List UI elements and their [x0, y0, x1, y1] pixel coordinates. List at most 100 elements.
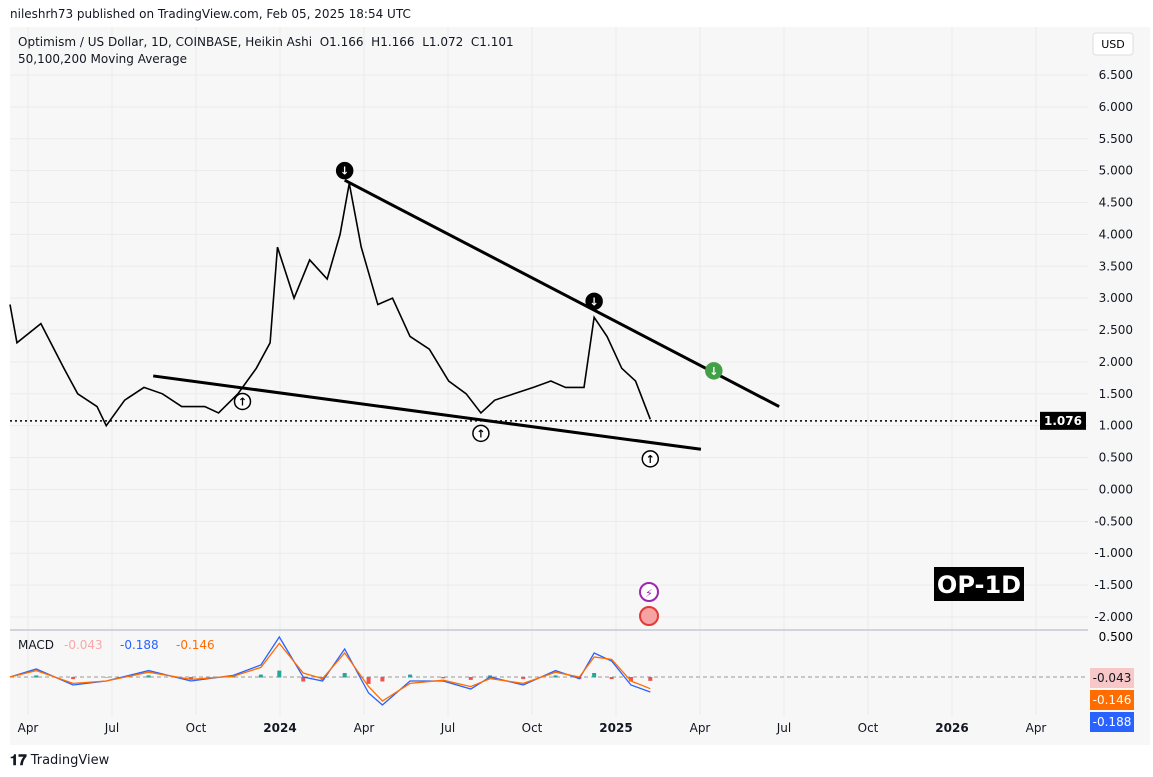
macd-histogram-bar — [468, 677, 473, 680]
macd-histogram-bar — [609, 677, 614, 680]
arrow-up-icon — [233, 392, 252, 411]
x-tick-label: Apr — [18, 721, 39, 735]
published-header: nileshrh73 published on TradingView.com,… — [10, 7, 411, 21]
macd-histogram-bar — [380, 677, 385, 682]
y-tick-label: 6.500 — [1099, 68, 1133, 82]
macd-line — [9, 635, 651, 706]
macd-histogram-bar — [258, 674, 263, 678]
us-flag-event-icon[interactable] — [639, 606, 659, 626]
high-value: H1.166 — [371, 35, 415, 49]
arrow-up-icon-glyph: ↑ — [238, 395, 247, 408]
y-tick-label: -0.500 — [1094, 514, 1133, 528]
y-tick-label: 4.500 — [1099, 196, 1133, 210]
macd-histogram-bar — [408, 674, 413, 678]
macd-histogram-bar — [188, 677, 193, 680]
y-tick-label: 5.500 — [1099, 132, 1133, 146]
y-tick-label: 3.500 — [1099, 259, 1133, 273]
y-tick-label: 0.000 — [1099, 482, 1133, 496]
macd-histogram-bar — [10, 677, 14, 678]
macd-value-tag — [1090, 712, 1134, 732]
y-tick-label: 1.000 — [1099, 419, 1133, 433]
macd-histogram-bar — [301, 677, 306, 682]
macd-histogram-bar — [648, 677, 653, 681]
currency-button[interactable] — [1092, 32, 1134, 56]
macd-histogram-bar — [104, 677, 109, 678]
macd-histogram-bar — [342, 673, 347, 678]
x-tick-label: Apr — [354, 721, 375, 735]
y-tick-label: 6.000 — [1099, 100, 1133, 114]
y-tick-label: 4.000 — [1099, 227, 1133, 241]
x-tick-label: Oct — [858, 721, 879, 735]
macd-y-tick: 0.500 — [1099, 630, 1133, 644]
x-tick-label: Oct — [522, 721, 543, 735]
macd-value-label: -0.043 — [1093, 671, 1132, 685]
macd-histogram-bar — [441, 677, 446, 679]
chart-area[interactable] — [10, 27, 1150, 745]
x-tick-label: Jul — [104, 721, 119, 735]
y-tick-label: 2.000 — [1099, 355, 1133, 369]
macd-value-label: -0.146 — [1093, 693, 1132, 707]
arrow-down-icon — [585, 292, 603, 311]
macd-histogram-bar — [366, 677, 371, 684]
arrow-down-icon-glyph: ↓ — [590, 295, 599, 308]
moving-average-label[interactable]: 50,100,200 Moving Average — [18, 52, 187, 66]
y-tick-label: -2.000 — [1094, 610, 1133, 624]
chart-legend: Optimism / US Dollar, 1D, COINBASE, Heik… — [18, 34, 514, 68]
green-arrow-down-icon-glyph: ↓ — [709, 365, 718, 378]
x-tick-label: Jul — [440, 721, 455, 735]
arrow-down-icon-glyph: ↓ — [340, 165, 349, 178]
macd-value-tag — [1090, 690, 1134, 710]
open-value: O1.166 — [319, 35, 364, 49]
tradingview-logo: 𝟏𝟕 TradingView — [10, 751, 109, 769]
green-arrow-down-icon — [705, 362, 723, 380]
x-tick-label: Oct — [186, 721, 207, 735]
currency-label: USD — [1101, 38, 1125, 51]
y-tick-label: 2.500 — [1099, 323, 1133, 337]
arrow-down-icon — [335, 161, 354, 180]
x-tick-label: 2026 — [935, 721, 968, 735]
arrow-up-icon — [641, 450, 660, 468]
macd-histogram-bar — [592, 673, 597, 678]
signal-line — [9, 642, 651, 702]
x-tick-label: 2025 — [599, 721, 632, 735]
y-tick-label: 0.500 — [1099, 451, 1133, 465]
price-line — [9, 183, 652, 428]
macd-histogram-bar — [553, 675, 558, 678]
close-value: C1.101 — [470, 35, 514, 49]
x-tick-label: Apr — [690, 721, 711, 735]
arrow-up-icon-glyph: ↑ — [476, 427, 485, 440]
y-tick-label: 3.000 — [1099, 291, 1133, 305]
y-tick-label: -1.500 — [1094, 578, 1133, 592]
macd-histogram-bar — [34, 675, 39, 678]
macd-legend-value: -0.043 — [64, 638, 103, 652]
x-tick-label: Apr — [1026, 721, 1047, 735]
last-price-label: 1.076 — [1044, 414, 1082, 428]
macd-legend-value: -0.188 — [120, 638, 159, 652]
symbol-label[interactable]: Optimism / US Dollar, 1D, COINBASE, Heik… — [18, 35, 313, 49]
watermark-box — [934, 567, 1024, 601]
y-tick-label: 1.500 — [1099, 387, 1133, 401]
lightning-icon: ⚡ — [645, 587, 653, 600]
last-price-tag — [1040, 411, 1086, 430]
macd-histogram-bar — [146, 675, 151, 678]
macd-value-tag — [1090, 668, 1134, 688]
brand-label: TradingView — [30, 752, 110, 768]
event-flash-icon[interactable] — [639, 582, 659, 602]
macd-histogram-bar — [521, 677, 526, 680]
y-tick-label: 5.000 — [1099, 164, 1133, 178]
watermark-label: OP-1D — [937, 571, 1021, 599]
macd-value-label: -0.188 — [1093, 715, 1132, 729]
macd-histogram-bar — [628, 677, 633, 682]
support-trendline — [152, 374, 702, 451]
arrow-up-icon — [472, 424, 490, 443]
tv-logo-icon: 𝟏𝟕 — [10, 751, 27, 769]
macd-histogram-bar — [71, 677, 76, 680]
macd-title: MACD — [18, 638, 54, 652]
arrow-up-icon-glyph: ↑ — [646, 453, 655, 466]
low-value: L1.072 — [422, 35, 464, 49]
macd-histogram-bar — [277, 670, 282, 678]
x-tick-label: Jul — [776, 721, 791, 735]
x-tick-label: 2024 — [263, 721, 296, 735]
macd-legend-value: -0.146 — [176, 638, 215, 652]
